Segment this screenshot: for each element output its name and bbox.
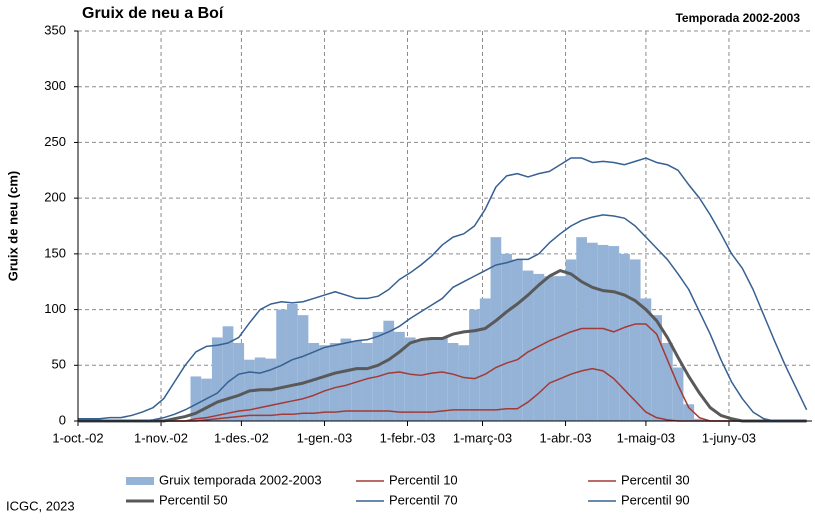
bar xyxy=(694,418,705,421)
x-tick-label: 1-març-03 xyxy=(453,430,512,445)
bar xyxy=(329,343,341,421)
bar xyxy=(544,276,555,421)
bar xyxy=(211,337,223,421)
bar xyxy=(383,320,395,421)
x-tick-label: 1-maig-03 xyxy=(617,430,676,445)
bar xyxy=(619,253,630,421)
bar xyxy=(426,337,437,421)
legend-label: Percentil 70 xyxy=(389,492,458,507)
legend-label: Percentil 10 xyxy=(389,472,458,487)
legend-label: Percentil 30 xyxy=(621,472,690,487)
y-tick-label: 200 xyxy=(44,190,66,205)
bar xyxy=(415,340,427,421)
x-tick-label: 1-juny-03 xyxy=(702,430,756,445)
bar xyxy=(554,276,566,421)
x-tick-label: 1-oct.-02 xyxy=(52,430,103,445)
bar xyxy=(233,343,245,421)
bar xyxy=(447,343,459,421)
bar xyxy=(479,298,491,421)
bar xyxy=(308,343,320,421)
y-tick-label: 0 xyxy=(59,412,66,427)
bar xyxy=(340,338,352,421)
bar xyxy=(522,270,534,421)
line xyxy=(78,157,808,420)
y-tick-label: 100 xyxy=(44,301,66,316)
line xyxy=(78,269,807,423)
bar xyxy=(201,378,212,421)
x-tick-label: 1-des.-02 xyxy=(214,430,269,445)
bar xyxy=(608,246,620,421)
line xyxy=(78,214,807,422)
chart-title: Gruix de neu a Boí xyxy=(82,5,224,22)
x-tick-label: 1-nov.-02 xyxy=(134,430,188,445)
y-tick-label: 300 xyxy=(44,78,66,93)
bar xyxy=(436,337,448,421)
bar xyxy=(586,242,598,421)
y-axis-label: Gruix de neu (cm) xyxy=(5,171,20,282)
bar xyxy=(511,259,523,421)
bar xyxy=(297,315,309,421)
bar xyxy=(404,337,416,421)
y-tick-label: 50 xyxy=(52,357,66,372)
x-tick-label: 1-gen.-03 xyxy=(297,430,353,445)
bar xyxy=(319,345,330,421)
bar xyxy=(490,237,502,421)
bar xyxy=(565,259,577,421)
bar xyxy=(533,273,545,421)
source-note: ICGC, 2023 xyxy=(6,498,75,513)
legend-label: Percentil 50 xyxy=(159,492,228,507)
bar xyxy=(351,340,362,421)
bar xyxy=(661,343,673,421)
bar xyxy=(286,304,298,421)
x-tick-label: 1-febr.-03 xyxy=(380,430,436,445)
legend-label: Percentil 90 xyxy=(621,492,690,507)
y-tick-label: 250 xyxy=(44,134,66,149)
legend-swatch xyxy=(126,477,154,485)
y-tick-label: 350 xyxy=(44,22,66,37)
bar xyxy=(458,345,470,421)
bar xyxy=(394,331,405,421)
bar xyxy=(501,253,512,421)
chart-subtitle: Temporada 2002-2003 xyxy=(675,11,800,25)
bar xyxy=(640,298,652,421)
x-tick-label: 1-abr.-03 xyxy=(540,430,592,445)
bar xyxy=(629,259,641,421)
line xyxy=(78,323,807,422)
bar xyxy=(672,367,684,421)
legend-label: Gruix temporada 2002-2003 xyxy=(159,472,322,487)
bar xyxy=(222,326,234,421)
bar xyxy=(361,343,373,421)
bar xyxy=(683,404,695,421)
bar xyxy=(597,244,609,421)
y-tick-label: 150 xyxy=(44,245,66,260)
bar xyxy=(190,376,202,421)
bar xyxy=(651,315,662,421)
bar xyxy=(469,309,480,421)
